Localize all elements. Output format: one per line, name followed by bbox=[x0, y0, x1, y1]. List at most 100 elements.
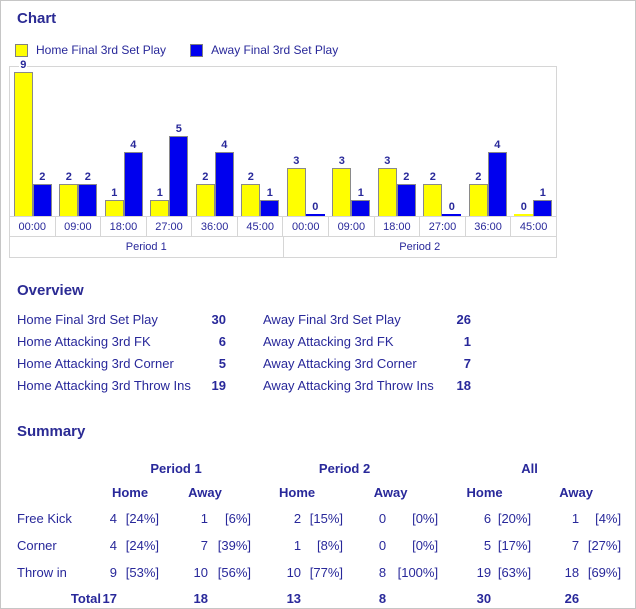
percent-value: [0%] bbox=[412, 511, 439, 526]
home-bar: 2 bbox=[468, 171, 488, 216]
legend-label-away: Away Final 3rd Set Play bbox=[211, 43, 339, 57]
stat-value: 6 bbox=[218, 333, 226, 349]
overview-row: Home Attacking 3rd Corner 5 Away Attacki… bbox=[17, 352, 635, 374]
home-bar-rect bbox=[332, 168, 352, 216]
away-bar: 1 bbox=[260, 187, 280, 216]
home-bar: 3 bbox=[377, 155, 397, 216]
subheader-away: Away bbox=[188, 485, 222, 500]
legend-item-away: Away Final 3rd Set Play bbox=[190, 43, 338, 57]
home-bar: 2 bbox=[59, 171, 79, 216]
summary-subheader-row: Home Away Home Away Home Away bbox=[17, 480, 621, 505]
count-value: 1 bbox=[571, 511, 580, 526]
subheader-home: Home bbox=[111, 485, 149, 500]
stat-label: Home Attacking 3rd FK bbox=[17, 333, 151, 349]
summary-table: Period 1 Period 2 All Home Away Home Awa… bbox=[17, 456, 621, 608]
bar-value-label: 2 bbox=[428, 171, 437, 183]
home-bar-rect bbox=[104, 200, 124, 216]
count-value: 9 bbox=[109, 565, 117, 580]
time-axis-label: 18:00 bbox=[375, 217, 421, 236]
home-bar: 3 bbox=[332, 155, 352, 216]
subheader-home: Home bbox=[278, 485, 316, 500]
away-bar-rect bbox=[396, 184, 416, 216]
stat-value: 5 bbox=[218, 355, 226, 371]
stat-label: Home Attacking 3rd Corner bbox=[17, 355, 174, 371]
bar-value-label: 3 bbox=[292, 155, 301, 167]
stat-value: 19 bbox=[211, 377, 226, 393]
total-value: 8 bbox=[378, 590, 387, 606]
count-value: 7 bbox=[200, 538, 208, 553]
percent-value: [39%] bbox=[217, 538, 252, 553]
stat-label: Home Final 3rd Set Play bbox=[17, 311, 158, 327]
time-axis-label: 09:00 bbox=[329, 217, 375, 236]
stat-label: Away Attacking 3rd Corner bbox=[263, 355, 417, 371]
bar-value-label: 3 bbox=[383, 155, 392, 167]
spacer-cell bbox=[17, 480, 101, 505]
away-bar-rect bbox=[351, 200, 371, 216]
stat-value: 18 bbox=[456, 377, 471, 393]
away-bar-rect bbox=[305, 214, 325, 216]
count-value: 0 bbox=[378, 538, 387, 553]
total-value: 30 bbox=[476, 590, 492, 606]
summary-total-row: Total 17 18 13 8 30 26 bbox=[17, 586, 621, 608]
group-header-period2: Period 2 bbox=[318, 460, 371, 476]
count-value: 2 bbox=[293, 511, 302, 526]
count-value: 6 bbox=[483, 511, 492, 526]
spacer-cell bbox=[491, 586, 531, 608]
away-series-swatch bbox=[190, 43, 204, 57]
away-bar-rect bbox=[214, 152, 234, 216]
total-value: 26 bbox=[564, 590, 580, 606]
overview-row: Home Attacking 3rd Throw Ins 19 Away Att… bbox=[17, 374, 635, 396]
bar-value-label: 2 bbox=[38, 171, 47, 183]
count-value: 0 bbox=[378, 511, 387, 526]
row-label: Free Kick bbox=[17, 511, 72, 526]
away-bar-rect bbox=[78, 184, 98, 216]
count-value: 5 bbox=[483, 538, 492, 553]
away-bar: 4 bbox=[214, 139, 234, 216]
count-value: 10 bbox=[286, 565, 302, 580]
home-bar: 1 bbox=[104, 187, 124, 216]
time-axis-label: 00:00 bbox=[10, 217, 56, 236]
time-axis-label: 27:00 bbox=[420, 217, 466, 236]
away-bar: 2 bbox=[396, 171, 416, 216]
count-value: 8 bbox=[378, 565, 387, 580]
home-bar: 2 bbox=[241, 171, 261, 216]
bar-value-label: 4 bbox=[220, 139, 229, 151]
stat-value: 30 bbox=[211, 311, 226, 327]
away-bar-rect bbox=[169, 136, 189, 216]
away-bar: 4 bbox=[123, 139, 143, 216]
count-value: 4 bbox=[109, 511, 117, 526]
overview-rows: Home Final 3rd Set Play 30 Away Final 3r… bbox=[1, 308, 635, 396]
bar-value-label: 0 bbox=[447, 201, 456, 213]
bar-value-label: 3 bbox=[337, 155, 346, 167]
chart-section: Chart Home Final 3rd Set Play Away Final… bbox=[1, 1, 635, 258]
count-value: 1 bbox=[293, 538, 302, 553]
subheader-away: Away bbox=[559, 485, 593, 500]
percent-value: [6%] bbox=[225, 511, 252, 526]
percent-value: [15%] bbox=[309, 511, 344, 526]
stat-value: 1 bbox=[463, 333, 471, 349]
percent-value: [100%] bbox=[397, 565, 439, 580]
time-axis-label: 45:00 bbox=[238, 217, 284, 236]
time-axis-label: 09:00 bbox=[56, 217, 102, 236]
home-bar-rect bbox=[13, 72, 33, 216]
spacer-cell bbox=[208, 586, 251, 608]
percent-value: [53%] bbox=[125, 565, 159, 580]
away-bar-rect bbox=[442, 214, 462, 216]
bar-value-label: 1 bbox=[356, 187, 365, 199]
percent-value: [17%] bbox=[497, 538, 532, 553]
bar-value-label: 2 bbox=[402, 171, 411, 183]
bar-value-label: 2 bbox=[83, 171, 92, 183]
percent-value: [56%] bbox=[217, 565, 252, 580]
time-axis-label: 45:00 bbox=[519, 220, 548, 233]
legend-item-home: Home Final 3rd Set Play bbox=[15, 43, 166, 57]
